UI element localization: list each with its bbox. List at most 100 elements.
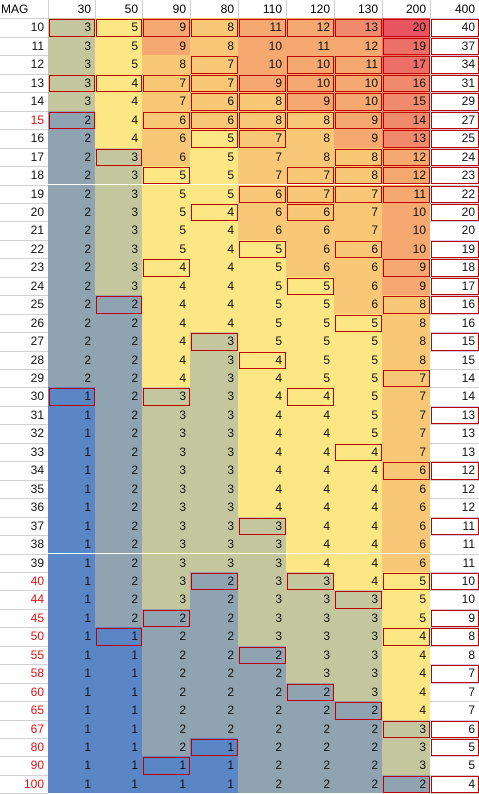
value-cell[interactable]: 4	[286, 387, 334, 406]
value-cell[interactable]: 1	[95, 738, 142, 757]
value-cell[interactable]: 5	[190, 129, 238, 148]
value-cell[interactable]: 3	[334, 590, 382, 609]
value-cell[interactable]: 4	[286, 461, 334, 480]
value-cell[interactable]: 12	[382, 166, 430, 185]
value-cell[interactable]: 6	[286, 258, 334, 277]
value-cell[interactable]: 3	[190, 535, 238, 554]
value-cell[interactable]: 6	[430, 719, 479, 738]
value-cell[interactable]: 2	[286, 738, 334, 757]
value-cell[interactable]: 13	[430, 442, 479, 462]
value-cell[interactable]: 17	[430, 276, 479, 296]
value-cell[interactable]: 9	[382, 258, 430, 277]
value-cell[interactable]: 3	[142, 571, 190, 591]
column-header-130[interactable]: 130	[334, 0, 382, 19]
value-cell[interactable]: 1	[48, 682, 95, 702]
value-cell[interactable]: 1	[48, 387, 95, 406]
value-cell[interactable]: 7	[286, 166, 334, 185]
value-cell[interactable]: 3	[286, 590, 334, 609]
value-cell[interactable]: 1	[95, 756, 142, 775]
value-cell[interactable]: 4	[238, 442, 286, 462]
value-cell[interactable]: 2	[142, 701, 190, 720]
value-cell[interactable]: 7	[382, 442, 430, 462]
value-cell[interactable]: 4	[286, 498, 334, 517]
value-cell[interactable]: 4	[382, 645, 430, 665]
value-cell[interactable]: 8	[238, 92, 286, 111]
value-cell[interactable]: 2	[190, 571, 238, 591]
value-cell[interactable]: 3	[190, 405, 238, 425]
value-cell[interactable]: 4	[334, 553, 382, 572]
value-cell[interactable]: 4	[382, 682, 430, 702]
value-cell[interactable]: 12	[382, 147, 430, 167]
value-cell[interactable]: 24	[430, 147, 479, 167]
value-cell[interactable]: 11	[430, 516, 479, 536]
value-cell[interactable]: 1	[142, 774, 190, 794]
value-cell[interactable]: 2	[95, 424, 142, 443]
value-cell[interactable]: 2	[48, 350, 95, 369]
value-cell[interactable]: 2	[95, 535, 142, 554]
value-cell[interactable]: 19	[430, 239, 479, 259]
value-cell[interactable]: 7	[430, 701, 479, 720]
value-cell[interactable]: 2	[190, 701, 238, 720]
value-cell[interactable]: 5	[382, 590, 430, 609]
value-cell[interactable]: 3	[190, 424, 238, 443]
value-cell[interactable]: 8	[382, 313, 430, 333]
value-cell[interactable]: 11	[238, 18, 286, 37]
value-cell[interactable]: 1	[190, 756, 238, 775]
value-cell[interactable]: 6	[238, 202, 286, 222]
value-cell[interactable]: 4	[382, 701, 430, 720]
value-cell[interactable]: 2	[48, 295, 95, 314]
value-cell[interactable]: 9	[286, 92, 334, 111]
value-cell[interactable]: 2	[334, 719, 382, 738]
value-cell[interactable]: 2	[48, 258, 95, 277]
value-cell[interactable]: 2	[238, 664, 286, 683]
row-label-23[interactable]: 23	[0, 258, 48, 277]
value-cell[interactable]: 11	[334, 55, 382, 74]
value-cell[interactable]: 5	[190, 147, 238, 167]
value-cell[interactable]: 11	[382, 184, 430, 203]
row-label-22[interactable]: 22	[0, 239, 48, 259]
value-cell[interactable]: 2	[48, 276, 95, 296]
value-cell[interactable]: 9	[430, 608, 479, 628]
value-cell[interactable]: 5	[286, 332, 334, 351]
value-cell[interactable]: 6	[286, 239, 334, 259]
value-cell[interactable]: 6	[238, 221, 286, 240]
value-cell[interactable]: 7	[142, 73, 190, 93]
value-cell[interactable]: 2	[142, 645, 190, 665]
value-cell[interactable]: 2	[286, 719, 334, 738]
value-cell[interactable]: 4	[142, 258, 190, 277]
value-cell[interactable]: 14	[430, 387, 479, 406]
value-cell[interactable]: 6	[382, 479, 430, 499]
value-cell[interactable]: 3	[95, 166, 142, 185]
value-cell[interactable]: 2	[190, 590, 238, 609]
value-cell[interactable]: 5	[238, 295, 286, 314]
value-cell[interactable]: 7	[382, 369, 430, 388]
value-cell[interactable]: 1	[95, 682, 142, 702]
value-cell[interactable]: 6	[334, 295, 382, 314]
row-label-25[interactable]: 25	[0, 295, 48, 314]
value-cell[interactable]: 4	[142, 369, 190, 388]
value-cell[interactable]: 5	[286, 350, 334, 369]
value-cell[interactable]: 3	[190, 498, 238, 517]
value-cell[interactable]: 11	[286, 36, 334, 56]
value-cell[interactable]: 4	[334, 498, 382, 517]
value-cell[interactable]: 7	[382, 405, 430, 425]
value-cell[interactable]: 1	[48, 535, 95, 554]
value-cell[interactable]: 8	[286, 110, 334, 130]
value-cell[interactable]: 5	[142, 184, 190, 203]
value-cell[interactable]: 1	[95, 701, 142, 720]
value-cell[interactable]: 4	[286, 424, 334, 443]
value-cell[interactable]: 3	[286, 608, 334, 628]
value-cell[interactable]: 3	[95, 258, 142, 277]
value-cell[interactable]: 2	[95, 313, 142, 333]
value-cell[interactable]: 3	[142, 387, 190, 406]
row-label-18[interactable]: 18	[0, 166, 48, 185]
value-cell[interactable]: 3	[190, 442, 238, 462]
value-cell[interactable]: 5	[334, 369, 382, 388]
row-label-37[interactable]: 37	[0, 516, 48, 536]
value-cell[interactable]: 1	[142, 756, 190, 775]
value-cell[interactable]: 3	[142, 479, 190, 499]
value-cell[interactable]: 10	[286, 55, 334, 74]
value-cell[interactable]: 3	[238, 627, 286, 646]
value-cell[interactable]: 2	[286, 756, 334, 775]
value-cell[interactable]: 15	[382, 92, 430, 111]
